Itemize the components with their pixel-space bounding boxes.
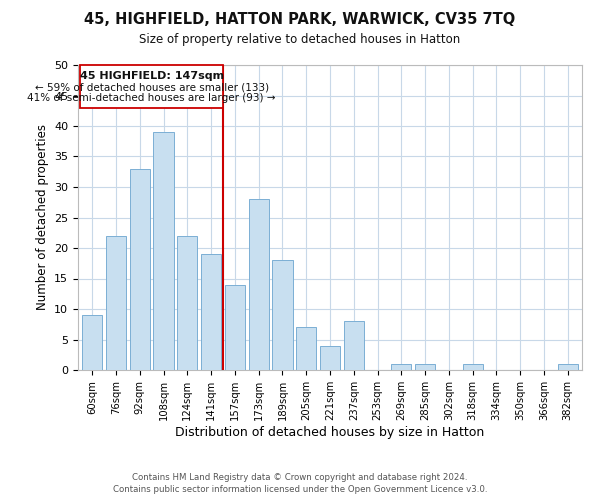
Bar [130,168,150,370]
Text: 41% of semi-detached houses are larger (93) →: 41% of semi-detached houses are larger (… [28,93,276,103]
Text: ← 59% of detached houses are smaller (133): ← 59% of detached houses are smaller (13… [35,82,269,92]
Text: Contains public sector information licensed under the Open Government Licence v3: Contains public sector information licen… [113,485,487,494]
Bar [272,260,293,370]
Bar [177,236,197,370]
Bar [296,328,316,370]
Bar [320,346,340,370]
Bar [557,364,578,370]
Y-axis label: Number of detached properties: Number of detached properties [35,124,49,310]
Text: 45, HIGHFIELD, HATTON PARK, WARWICK, CV35 7TQ: 45, HIGHFIELD, HATTON PARK, WARWICK, CV3… [85,12,515,28]
Bar [82,315,103,370]
Bar [201,254,221,370]
Bar [391,364,412,370]
Bar [463,364,483,370]
FancyBboxPatch shape [80,65,223,108]
X-axis label: Distribution of detached houses by size in Hatton: Distribution of detached houses by size … [175,426,485,438]
Text: Size of property relative to detached houses in Hatton: Size of property relative to detached ho… [139,32,461,46]
Bar [415,364,435,370]
Bar [106,236,126,370]
Bar [344,321,364,370]
Bar [154,132,173,370]
Text: 45 HIGHFIELD: 147sqm: 45 HIGHFIELD: 147sqm [80,71,224,81]
Text: Contains HM Land Registry data © Crown copyright and database right 2024.: Contains HM Land Registry data © Crown c… [132,472,468,482]
Bar [248,199,269,370]
Bar [225,284,245,370]
